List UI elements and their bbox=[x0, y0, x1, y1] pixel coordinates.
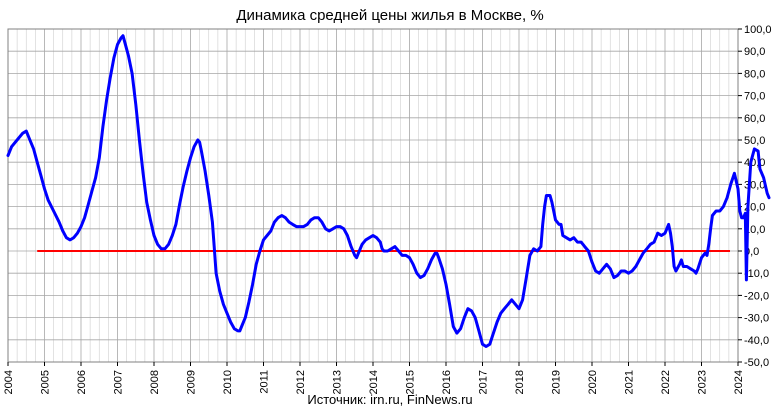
x-tick-label: 2018 bbox=[514, 370, 526, 394]
x-tick-label: 2008 bbox=[149, 370, 161, 394]
y-tick-label: -30,0 bbox=[744, 313, 769, 325]
x-tick-label: 2017 bbox=[478, 370, 490, 394]
y-tick-label: 10,0 bbox=[744, 224, 765, 236]
x-tick-label: 2024 bbox=[733, 370, 745, 394]
x-tick-label: 2013 bbox=[332, 370, 344, 394]
x-tick-label: 2006 bbox=[76, 370, 88, 394]
x-tick-label: 2015 bbox=[405, 370, 417, 394]
x-tick-label: 2022 bbox=[660, 370, 672, 394]
y-tick-label: 100,0 bbox=[744, 24, 772, 36]
chart-title: Динамика средней цены жилья в Москве, % bbox=[236, 7, 543, 24]
y-tick-label: 30,0 bbox=[744, 179, 765, 191]
series-line bbox=[6, 34, 771, 348]
x-tick-label: 2023 bbox=[697, 370, 709, 394]
y-tick-label: 60,0 bbox=[744, 113, 765, 125]
x-tick-label: 2004 bbox=[3, 370, 15, 394]
y-tick-label: 90,0 bbox=[744, 46, 765, 58]
x-tick-label: 2007 bbox=[113, 370, 125, 394]
y-tick-label: -40,0 bbox=[744, 335, 769, 347]
y-tick-label: -20,0 bbox=[744, 290, 769, 302]
x-tick-label: 2009 bbox=[186, 370, 198, 394]
y-tick-label: -10,0 bbox=[744, 268, 769, 280]
x-tick-label: 2010 bbox=[222, 370, 234, 394]
y-tick-label: 40,0 bbox=[744, 157, 765, 169]
plot-area: -50,0-40,0-30,0-20,0-10,00,010,020,030,0… bbox=[3, 24, 772, 394]
x-tick-label: 2011 bbox=[259, 370, 271, 394]
y-tick-label: -50,0 bbox=[744, 357, 769, 369]
x-tick-label: 2016 bbox=[441, 370, 453, 394]
x-tick-label: 2012 bbox=[295, 370, 307, 394]
y-tick-label: 50,0 bbox=[744, 135, 765, 147]
x-tick-label: 2014 bbox=[368, 370, 380, 394]
y-tick-label: 80,0 bbox=[744, 68, 765, 80]
chart-source: Источник: irn.ru, FinNews.ru bbox=[307, 392, 472, 407]
x-tick-label: 2020 bbox=[587, 370, 599, 394]
x-tick-label: 2021 bbox=[624, 370, 636, 394]
x-tick-label: 2005 bbox=[40, 370, 52, 394]
x-tick-label: 2019 bbox=[551, 370, 563, 394]
y-tick-label: 70,0 bbox=[744, 91, 765, 103]
